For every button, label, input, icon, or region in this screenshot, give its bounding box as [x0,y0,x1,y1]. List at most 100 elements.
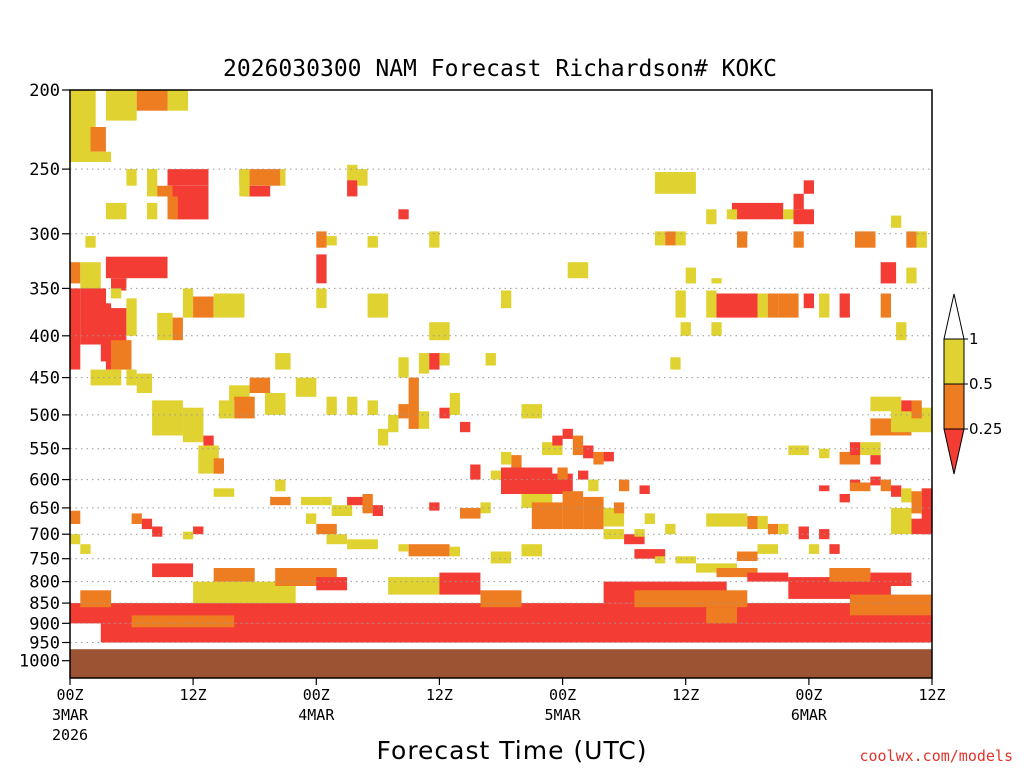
heatmap-cell [808,544,820,554]
heatmap-cell [182,407,204,443]
heatmap-cell [213,293,245,318]
x-tick-label: 00Z [303,686,330,704]
heatmap-cell [819,485,830,492]
heatmap-cell [372,505,383,516]
heatmap-cell [603,529,625,540]
heatmap-cell [757,516,768,530]
colorbar-legend: 1 0.5 0.25 [943,293,1002,475]
heatmap-cell [398,544,409,552]
heatmap-cell [480,502,491,514]
heatmap-cell [326,396,337,415]
heatmap-cell [870,572,912,586]
heatmap-cell [105,202,127,220]
x-tick-date: 4MAR [298,706,335,724]
heatmap-cell [152,526,163,537]
x-tick-label: 12Z [918,686,945,704]
heatmap-cell [275,479,286,492]
ground-below-surface [70,649,932,678]
heatmap-cell [603,451,614,462]
heatmap-cell [398,404,409,419]
heatmap-cell [429,502,440,511]
y-tick-label: 450 [29,369,60,389]
heatmap-cell [470,464,481,480]
heatmap-cell [880,293,891,318]
heatmap-cell [265,393,286,415]
heatmap-cell [347,539,378,550]
heatmap-cell [654,172,696,194]
colorbar-bottom-arrow [943,428,965,475]
heatmap-cell [757,293,768,318]
heatmap-cell [460,421,471,433]
heatmap-cell [880,479,891,492]
heatmap-cell [675,556,696,564]
heatmap-cell [783,209,794,220]
heatmap-cell [849,482,871,492]
x-tick-year: 2026 [52,726,88,744]
heatmap-cell [244,185,271,197]
heatmap-cell [839,494,850,503]
heatmap-cell [726,209,738,220]
heatmap-cell [798,526,809,540]
heatmap-cell [367,400,378,415]
heatmap-cell [685,267,696,284]
heatmap-cell [280,169,286,186]
heatmap-cell [198,445,219,474]
heatmap-cell [70,262,81,284]
heatmap-cell [408,544,450,557]
heatmap-cell [347,180,358,197]
heatmap-cell [213,488,235,497]
heatmap-cell [249,377,271,393]
heatmap-cell [167,196,178,220]
heatmap-cell [326,534,347,545]
heatmap-cell [731,202,784,220]
heatmap-cell [793,193,804,210]
y-tick-label: 800 [29,573,60,593]
heatmap-cell [316,523,337,535]
y-tick-label: 250 [29,160,60,180]
heatmap-cell [542,611,666,624]
heatmap-cell [901,488,912,503]
heatmap-cell [439,572,481,595]
heatmap-cell [803,293,814,309]
heatmap-cell [921,488,932,535]
heatmap-cell [367,236,378,248]
heatmap-cell [670,357,681,370]
heatmap-cell [788,445,809,456]
heatmap-cell [213,568,255,582]
heatmap-cell [793,231,804,248]
heatmap-cell [70,288,81,370]
heatmap-cell [85,236,96,248]
x-tick-label: 00Z [795,686,822,704]
heatmap-cell [321,496,332,506]
y-tick-label: 950 [29,634,60,654]
heatmap-cell [439,407,450,419]
heatmap-cell [362,494,373,514]
credit-link[interactable]: coolwx.com/models [859,747,1013,765]
heatmap-cell [316,254,327,284]
y-tick-label: 600 [29,471,60,491]
heatmap-cell [680,322,691,336]
heatmap-cell [408,377,419,429]
heatmap-cell [70,107,91,162]
heatmap-cell [213,458,224,474]
heatmap-cell [891,215,902,228]
heatmap-cell [711,278,722,284]
colorbar-swatch-orange [943,383,965,430]
heatmap-cell [111,278,127,291]
heatmap-cell [829,568,871,582]
heatmap-cell [193,581,296,604]
heatmap-cell [747,572,789,582]
heatmap-cell [911,400,922,419]
heatmap-cell [583,496,604,530]
heatmap-cell [870,396,902,412]
y-tick-label: 900 [29,614,60,634]
heatmap-cell [634,549,666,559]
heatmap-cell [229,385,250,401]
heatmap-cell [449,546,460,557]
heatmap-cell [152,563,194,578]
heatmap-cell [480,590,522,608]
heatmap-cell [377,428,389,446]
heatmap-cell [331,505,353,516]
heatmap-cell [347,396,358,415]
y-tick-label: 550 [29,440,60,460]
